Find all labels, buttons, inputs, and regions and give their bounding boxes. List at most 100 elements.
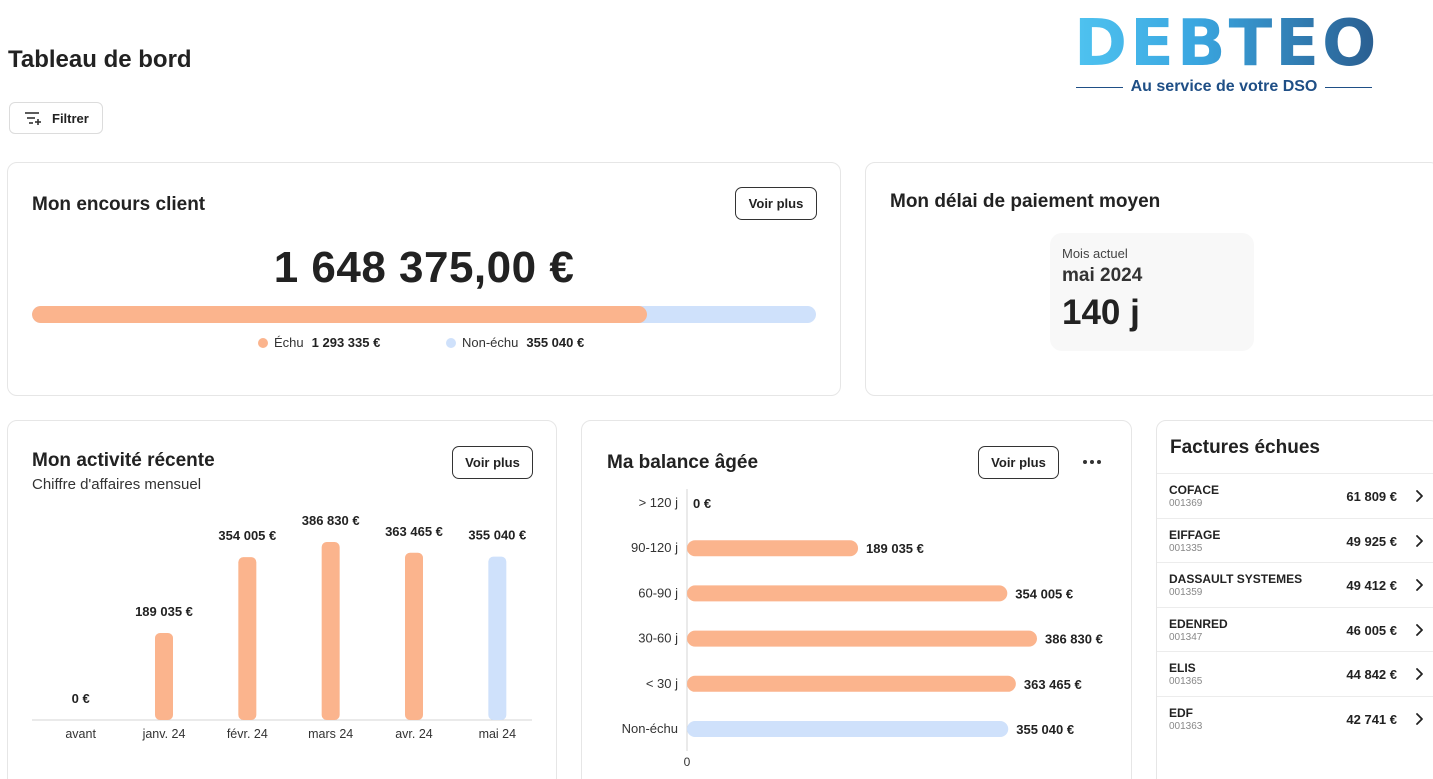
balance-tick-label-0: > 120 j: [639, 495, 679, 510]
balance-tick-label-3: 30-60 j: [638, 631, 678, 646]
activity-tick-label-1: janv. 24: [142, 727, 186, 741]
balance-value-label-0: 0 €: [693, 496, 711, 511]
balance-value-label-4: 363 465 €: [1024, 677, 1082, 692]
brand-logo: DEBTEO Au service de votre DSO: [1068, 12, 1378, 102]
activity-bar-4: [405, 552, 423, 720]
delai-current-month-box: Mois actuel mai 2024 140 j: [1050, 233, 1254, 351]
more-horizontal-icon[interactable]: [1083, 457, 1103, 467]
facture-client-code: 001363: [1169, 721, 1203, 732]
balance-bar-1: [687, 540, 859, 557]
legend-non-echu-dot: [446, 337, 456, 348]
filter-button[interactable]: Filtrer: [9, 102, 103, 134]
legend-non-echu-value: 355 040 €: [526, 335, 585, 350]
activity-value-label-1: 189 035 €: [135, 604, 193, 619]
balance-bar-2: [687, 585, 1008, 602]
facture-row[interactable]: COFACE 001369 61 809 €: [1157, 473, 1433, 518]
activite-voir-plus-button[interactable]: Voir plus: [452, 446, 533, 479]
facture-client-name: EDENRED: [1169, 616, 1228, 631]
balance-title: Ma balance âgée: [607, 452, 759, 473]
filter-add-icon: [24, 111, 42, 125]
legend-non-echu-label: Non-échu: [462, 335, 519, 350]
brand-tagline-text: Au service de votre DSO: [1130, 78, 1318, 95]
encours-card: Mon encours client Voir plus 1 648 375,0…: [7, 162, 841, 396]
balance-bar-4: [687, 675, 1016, 692]
facture-row[interactable]: EDENRED 001347 46 005 €: [1157, 606, 1433, 652]
activite-card: Mon activité récente Chiffre d'affaires …: [7, 420, 557, 779]
activity-value-label-5: 355 040 €: [468, 528, 526, 543]
balance-value-label-1: 189 035 €: [866, 541, 924, 556]
facture-row[interactable]: EIFFAGE 001335 49 925 €: [1157, 517, 1433, 563]
activity-value-label-3: 386 830 €: [302, 513, 360, 528]
activite-subtitle: Chiffre d'affaires mensuel: [32, 476, 202, 493]
tagline-rule-right: [1325, 86, 1372, 88]
delai-card: Mon délai de paiement moyen Mois actuel …: [865, 162, 1433, 396]
chevron-right-icon[interactable]: [1415, 578, 1425, 592]
chevron-right-icon[interactable]: [1415, 667, 1425, 681]
chevron-right-icon[interactable]: [1415, 534, 1425, 548]
delai-month: mai 2024: [1062, 265, 1143, 286]
facture-client-code: 001359: [1169, 587, 1203, 599]
activity-tick-label-3: mars 24: [308, 727, 353, 741]
activite-title: Mon activité récente: [32, 450, 215, 471]
activity-bar-3: [321, 542, 340, 720]
page-title: Tableau de bord: [8, 46, 192, 73]
facture-amount: 46 005 €: [1346, 622, 1397, 638]
brand-tagline: Au service de votre DSO: [1076, 78, 1372, 96]
balance-tick-label-4: < 30 j: [646, 676, 678, 691]
activity-value-label-2: 354 005 €: [218, 528, 276, 543]
chevron-right-icon[interactable]: [1415, 623, 1425, 637]
facture-client-name: EDF: [1169, 706, 1193, 720]
encours-progress-bar: [32, 306, 816, 323]
balance-tick-label-5: Non-échu: [622, 721, 678, 736]
facture-client-code: 001347: [1169, 631, 1203, 643]
activity-bar-5: [488, 556, 507, 720]
balance-tick-label-2: 60-90 j: [638, 585, 678, 600]
balance-bar-5: [687, 721, 1009, 737]
activity-value-label-0: 0 €: [72, 691, 90, 706]
facture-client-name: ELIS: [1169, 661, 1196, 676]
facture-row[interactable]: DASSAULT SYSTEMES 001359 49 412 €: [1157, 562, 1433, 607]
activity-bar-2: [238, 557, 257, 720]
facture-row[interactable]: EDF 001363 42 741 €: [1157, 696, 1433, 741]
balance-voir-plus-button[interactable]: Voir plus: [978, 446, 1059, 479]
balance-value-label-2: 354 005 €: [1015, 586, 1073, 601]
facture-amount: 42 741 €: [1346, 712, 1397, 727]
factures-card: Factures échues COFACE 001369 61 809 € EIFF…: [1156, 420, 1433, 779]
facture-client-code: 001365: [1169, 676, 1203, 688]
activity-tick-label-0: avant: [65, 727, 96, 741]
activity-bar-1: [155, 633, 173, 720]
activity-tick-label-2: févr. 24: [227, 727, 268, 741]
facture-amount: 49 412 €: [1346, 578, 1397, 594]
encours-progress-echu: [32, 306, 648, 323]
balance-tick-label-1: 90-120 j: [631, 540, 678, 555]
balance-x-tick-label: 0: [684, 755, 691, 769]
facture-row[interactable]: ELIS 001365 44 842 €: [1157, 651, 1433, 696]
facture-amount: 44 842 €: [1346, 667, 1397, 683]
activity-tick-label-4: avr. 24: [395, 727, 433, 741]
facture-client-name: EIFFAGE: [1169, 527, 1221, 542]
legend-non-echu: Non-échu 355 040 €: [446, 335, 584, 350]
legend-echu-dot: [258, 337, 268, 348]
balance-bar-3: [687, 630, 1037, 647]
balance-bar-chart: > 120 j 0 € 90-120 j 189 035 € 60-90 j 354 00…: [622, 489, 1103, 769]
delai-value: 140 j: [1062, 293, 1140, 332]
encours-voir-plus-button[interactable]: Voir plus: [735, 187, 817, 220]
legend-echu-value: 1 293 335 €: [311, 335, 381, 350]
facture-client-name: COFACE: [1169, 483, 1220, 497]
chevron-right-icon[interactable]: [1415, 712, 1425, 726]
balance-card: Ma balance âgée Voir plus > 120 j 0 € 90-1…: [581, 420, 1132, 779]
encours-title: Mon encours client: [32, 194, 206, 215]
delai-title: Mon délai de paiement moyen: [890, 191, 1161, 212]
balance-value-label-5: 355 040 €: [1016, 722, 1074, 737]
facture-client-code: 001335: [1169, 542, 1203, 554]
facture-amount: 61 809 €: [1346, 489, 1397, 504]
chevron-right-icon[interactable]: [1415, 489, 1425, 503]
tagline-rule-left: [1076, 86, 1123, 88]
balance-value-label-3: 386 830 €: [1045, 632, 1103, 647]
facture-client-name: DASSAULT SYSTEMES: [1169, 572, 1303, 587]
legend-echu: Échu 1 293 335 €: [258, 335, 380, 350]
facture-amount: 49 925 €: [1346, 533, 1397, 549]
factures-title: Factures échues: [1170, 437, 1320, 458]
encours-total: 1 648 375,00 €: [273, 243, 575, 292]
facture-client-code: 001369: [1169, 498, 1203, 509]
